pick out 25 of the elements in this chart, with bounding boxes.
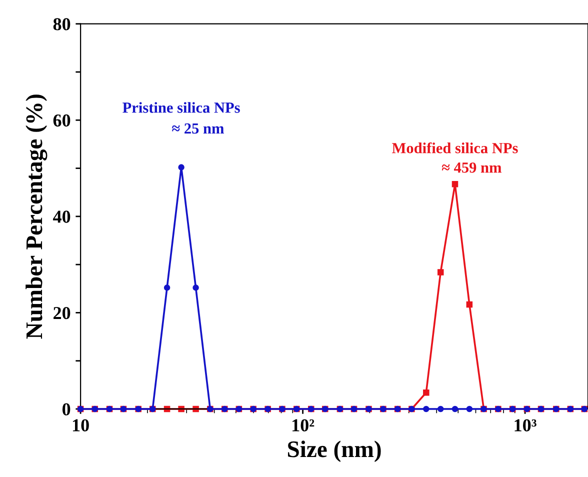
point (452, 406, 458, 412)
x-tick-label: 10 (72, 419, 89, 432)
point (437, 406, 444, 412)
point (466, 406, 473, 412)
point (423, 389, 430, 396)
x-tick-label: 10³ (514, 419, 536, 432)
y-tick-label: 80 (53, 18, 70, 30)
point (423, 406, 430, 412)
point (452, 181, 458, 188)
text: Modified silica NPs (392, 142, 518, 154)
point (192, 284, 199, 291)
x-tick-label: 10² (292, 419, 314, 432)
point (164, 284, 170, 291)
annotation: ≈ 459 nm (442, 162, 502, 173)
point (437, 269, 444, 276)
text: Pristine silica NPs (122, 102, 240, 113)
y-tick-label: 60 (53, 114, 70, 127)
point (178, 164, 184, 170)
y-tick-label: 0 (62, 403, 70, 416)
y-tick-label: 40 (53, 210, 70, 223)
y-axis-title: Number Percentage (%) (26, 94, 48, 339)
annotation: ≈ 25 nm (172, 123, 224, 134)
point (466, 301, 473, 308)
x-axis-title: Size (nm) (288, 440, 381, 462)
y-tick-label: 20 (54, 306, 70, 320)
